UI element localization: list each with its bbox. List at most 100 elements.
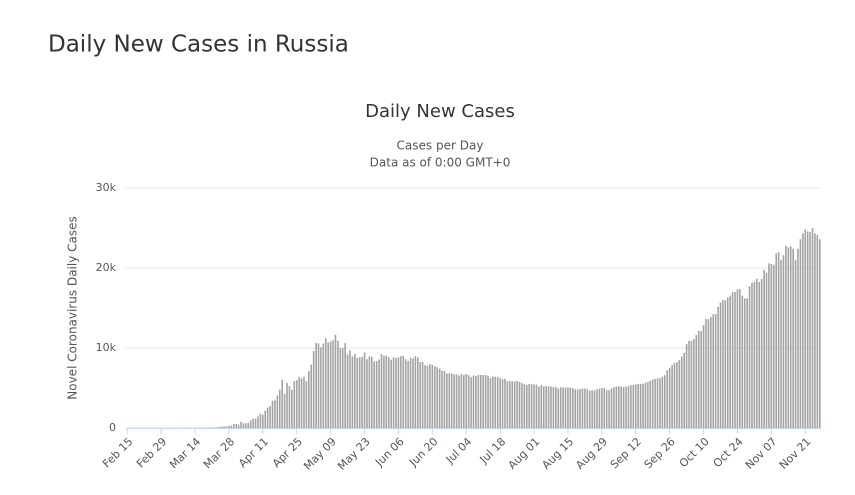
bar bbox=[281, 379, 283, 428]
bar bbox=[639, 383, 642, 428]
bar bbox=[680, 356, 683, 428]
bar bbox=[751, 282, 753, 428]
bar bbox=[324, 338, 327, 428]
bar bbox=[722, 300, 724, 428]
bar bbox=[501, 379, 504, 428]
x-tick-label: Oct 24 bbox=[711, 435, 746, 470]
bar bbox=[450, 373, 453, 428]
bar bbox=[608, 390, 610, 428]
bar bbox=[632, 384, 635, 428]
bar bbox=[361, 356, 363, 428]
bar bbox=[322, 343, 325, 428]
bar bbox=[320, 347, 322, 428]
bar bbox=[758, 281, 761, 428]
bar bbox=[385, 355, 388, 428]
bar bbox=[433, 366, 436, 428]
bar bbox=[734, 292, 736, 428]
bar bbox=[356, 357, 359, 428]
bar bbox=[354, 353, 356, 428]
bar bbox=[697, 330, 700, 428]
bar bbox=[278, 389, 281, 428]
bar bbox=[477, 374, 480, 428]
bar bbox=[564, 387, 567, 428]
bar bbox=[484, 375, 487, 428]
bar bbox=[729, 295, 731, 428]
bar bbox=[283, 393, 286, 428]
bar bbox=[240, 421, 242, 428]
x-tick-label: Sep 26 bbox=[642, 435, 678, 471]
bar bbox=[242, 423, 245, 428]
bar bbox=[518, 381, 521, 428]
bar bbox=[346, 354, 349, 428]
y-tick-label: 10k bbox=[96, 341, 117, 354]
x-tick-label: Apr 11 bbox=[236, 435, 271, 470]
bar bbox=[671, 365, 673, 428]
bar bbox=[673, 362, 676, 428]
bar bbox=[511, 381, 514, 428]
bar bbox=[441, 370, 443, 428]
bar bbox=[533, 384, 535, 428]
x-tick-label: Sep 12 bbox=[608, 435, 644, 471]
bar bbox=[276, 395, 279, 428]
bar bbox=[714, 314, 717, 428]
bar bbox=[741, 295, 744, 428]
bar bbox=[550, 386, 552, 428]
bar bbox=[421, 362, 424, 428]
bar bbox=[637, 383, 639, 428]
bar bbox=[569, 387, 572, 428]
bar bbox=[591, 390, 593, 428]
x-tick-label: Mar 14 bbox=[167, 435, 203, 471]
x-tick-label: Jun 06 bbox=[372, 435, 406, 469]
bar bbox=[748, 286, 751, 428]
bar bbox=[770, 264, 773, 428]
bar bbox=[782, 255, 785, 428]
bar bbox=[678, 360, 681, 428]
bar bbox=[269, 405, 271, 428]
bar bbox=[676, 362, 678, 428]
bar bbox=[472, 375, 475, 428]
bar bbox=[688, 340, 690, 428]
bar bbox=[443, 371, 446, 428]
bar bbox=[264, 410, 267, 428]
bar bbox=[271, 400, 274, 428]
bar bbox=[811, 228, 814, 428]
bar bbox=[298, 377, 300, 428]
bar bbox=[630, 385, 632, 428]
bar bbox=[460, 373, 463, 428]
x-tick-label: Aug 01 bbox=[506, 435, 543, 472]
page-title: Daily New Cases in Russia bbox=[48, 32, 349, 58]
bar bbox=[647, 381, 649, 428]
bar bbox=[223, 426, 225, 428]
bar bbox=[232, 424, 235, 428]
bar bbox=[540, 384, 543, 428]
bar bbox=[383, 355, 385, 428]
bar bbox=[559, 387, 562, 428]
bar bbox=[395, 358, 397, 428]
bar bbox=[785, 245, 787, 428]
bar bbox=[581, 388, 584, 428]
bar bbox=[470, 377, 472, 428]
y-tick-label: 0 bbox=[109, 421, 116, 434]
bar bbox=[409, 357, 412, 428]
x-tick-label: Nov 21 bbox=[777, 435, 814, 472]
bar bbox=[649, 380, 652, 428]
bar bbox=[797, 248, 799, 428]
bar bbox=[792, 248, 794, 428]
bar bbox=[530, 384, 533, 428]
x-tick-label: Aug 15 bbox=[539, 435, 576, 472]
bar bbox=[375, 361, 378, 428]
x-tick-label: Feb 15 bbox=[100, 435, 135, 470]
chart-title: Daily New Cases bbox=[365, 101, 515, 122]
bar bbox=[487, 375, 489, 428]
x-tick-label: Jul 04 bbox=[443, 435, 475, 467]
bar bbox=[291, 389, 293, 428]
bar bbox=[300, 378, 303, 428]
bar bbox=[245, 423, 247, 428]
bar bbox=[482, 375, 484, 428]
bar bbox=[525, 384, 528, 428]
bar bbox=[496, 376, 499, 428]
bar bbox=[579, 389, 581, 428]
bar bbox=[259, 413, 262, 428]
bar bbox=[562, 387, 564, 428]
